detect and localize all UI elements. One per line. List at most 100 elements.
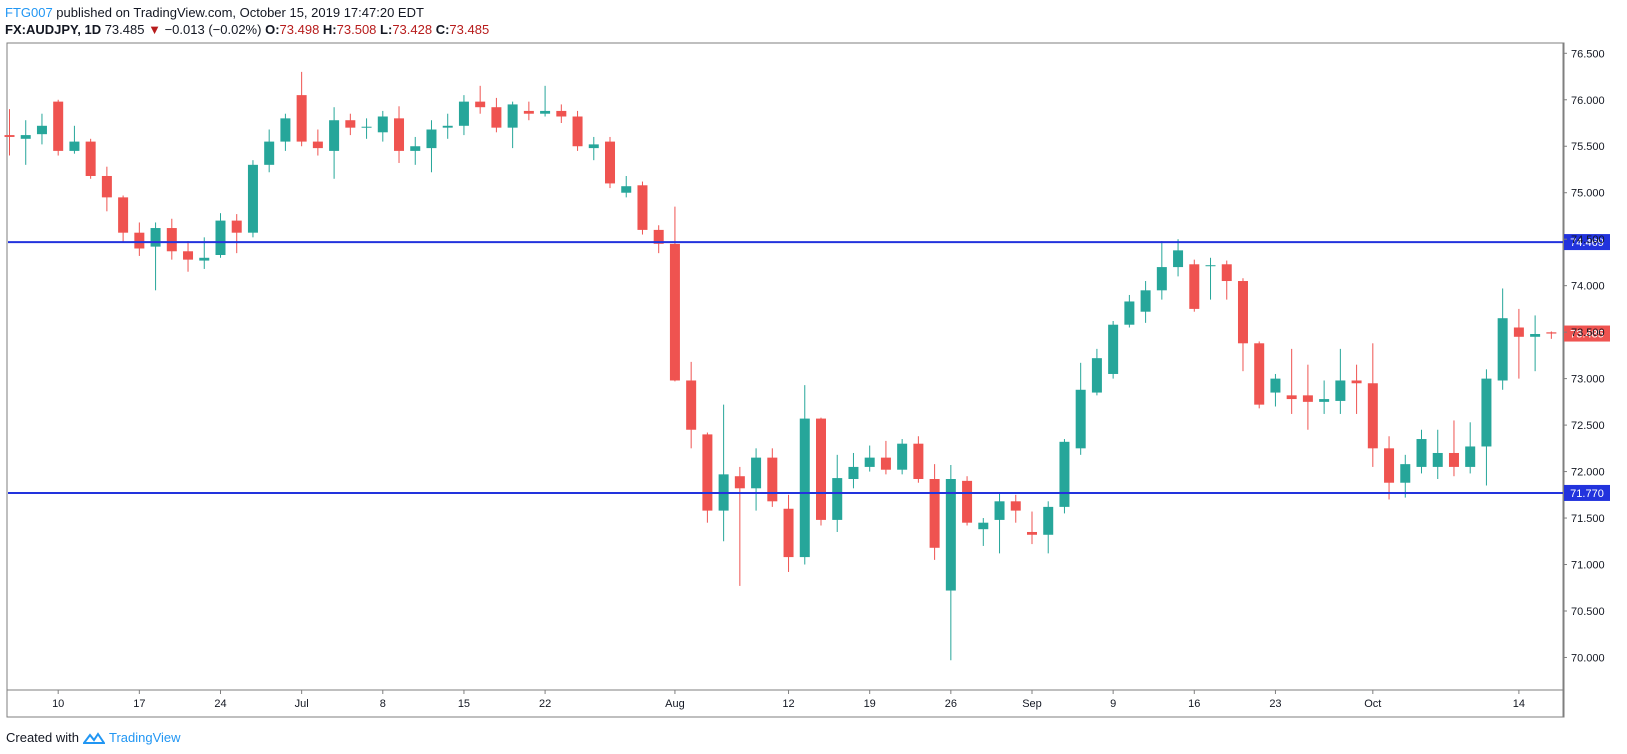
candle-body [1059, 441, 1070, 507]
candle-body [880, 457, 891, 470]
candle-body [134, 232, 145, 249]
candle-body [686, 380, 697, 430]
candle-body [280, 118, 291, 142]
candle-body [1513, 327, 1524, 337]
candle-body [929, 479, 940, 548]
candle-body [377, 116, 388, 133]
candle-body [1302, 395, 1313, 402]
levels-group: 74.469 71.770 73.485 [8, 234, 1610, 501]
candle-body [540, 110, 551, 114]
y-tick-label: 72.500 [1571, 420, 1605, 432]
candle-body [653, 229, 664, 244]
candle-body [832, 478, 843, 520]
candle-body [1124, 301, 1135, 325]
candle-body [783, 508, 794, 558]
candle-body [118, 197, 129, 233]
candle-body [1465, 446, 1476, 467]
candle-body [799, 418, 810, 558]
candle-body [734, 476, 745, 489]
price-change: −0.013 (−0.02%) [164, 22, 262, 37]
high-label: H: [322, 22, 337, 37]
candle-body [523, 110, 534, 114]
candle-body [345, 120, 356, 128]
close-value: 73.485 [449, 22, 490, 37]
candle-body [410, 146, 421, 151]
x-tick-label: Sep [1022, 698, 1042, 710]
candle-body [150, 228, 161, 247]
low-label: L: [380, 22, 393, 37]
candle-body [183, 251, 194, 260]
candle-body [69, 141, 80, 151]
last-price-tag [1564, 325, 1610, 342]
y-tick-label: 71.000 [1571, 560, 1605, 572]
published-text: published on TradingView.com, October 15… [52, 5, 424, 20]
candle-body [442, 125, 453, 128]
x-tick-label: 19 [864, 698, 876, 710]
candle-body [751, 457, 762, 489]
candle-body [85, 141, 96, 176]
candle-body [1416, 439, 1427, 467]
time-axis[interactable]: 10 17 24 Jul 8 15 22 Aug 12 19 26 Sep 9 16 23 Oct 14 [52, 690, 1525, 710]
last-price-label: 73.485 [1570, 329, 1604, 341]
y-tick-label: 70.500 [1571, 606, 1605, 618]
candle-body [702, 434, 713, 511]
candle-body [767, 457, 778, 502]
candle-body [913, 443, 924, 480]
x-tick-label: 16 [1188, 698, 1200, 710]
candle-body [1351, 380, 1362, 384]
candle-body [848, 466, 859, 480]
candle-body [945, 479, 956, 591]
low-value: 73.428 [392, 22, 433, 37]
candle-body [247, 164, 258, 233]
candle-body [329, 120, 340, 151]
y-tick-label: 76.000 [1571, 95, 1605, 107]
x-tick-label: 22 [539, 698, 551, 710]
candle-body [978, 522, 989, 530]
candle-body [1026, 531, 1037, 535]
candle-body [20, 135, 31, 139]
author-link[interactable]: FTG007 [5, 5, 53, 20]
candle-body [312, 141, 323, 149]
candle-body [296, 95, 307, 142]
candle-body [1108, 324, 1119, 374]
price-axis[interactable]: 76.500 76.000 75.500 75.000 74.500 74.000 73.5… [1563, 48, 1605, 664]
x-tick-label: 10 [52, 698, 64, 710]
y-tick-label: 72.000 [1571, 467, 1605, 479]
created-with-text: Created with [6, 730, 79, 745]
candle-body [1205, 265, 1216, 267]
candle-body [199, 257, 210, 261]
candle-body [1367, 383, 1378, 449]
candle-body [962, 480, 973, 523]
candle-body [1091, 358, 1102, 393]
y-tick-label: 75.000 [1571, 188, 1605, 200]
x-tick-label: Oct [1364, 698, 1381, 710]
x-tick-label: 14 [1513, 698, 1525, 710]
candle-body [1221, 264, 1232, 282]
candle-body [507, 104, 518, 128]
candle-body [864, 457, 875, 467]
x-tick-label: 8 [380, 698, 386, 710]
candle-body [4, 135, 15, 137]
candle-body [166, 228, 177, 252]
close-label: C: [435, 22, 450, 37]
tradingview-brand[interactable]: TradingView [108, 730, 181, 745]
level-price-label: 74.469 [1570, 237, 1604, 249]
candle-body [394, 118, 405, 151]
candle-body [101, 175, 112, 198]
candle-body [1140, 290, 1151, 312]
level-price-tag [1564, 234, 1610, 251]
candle-body [1043, 506, 1054, 535]
candle-body [1530, 334, 1541, 337]
down-arrow-icon: ▼ [148, 22, 161, 37]
level-price-tag [1564, 484, 1610, 501]
candle-body [1254, 343, 1265, 405]
candle-body [572, 116, 583, 147]
candle-body [1546, 332, 1557, 334]
x-tick-label: 15 [458, 698, 470, 710]
level-price-label: 71.770 [1570, 488, 1604, 500]
candle-body [1448, 452, 1459, 467]
last-price: 73.485 [104, 22, 145, 37]
candle-body [816, 418, 826, 520]
y-tick-label: 70.000 [1571, 652, 1605, 664]
